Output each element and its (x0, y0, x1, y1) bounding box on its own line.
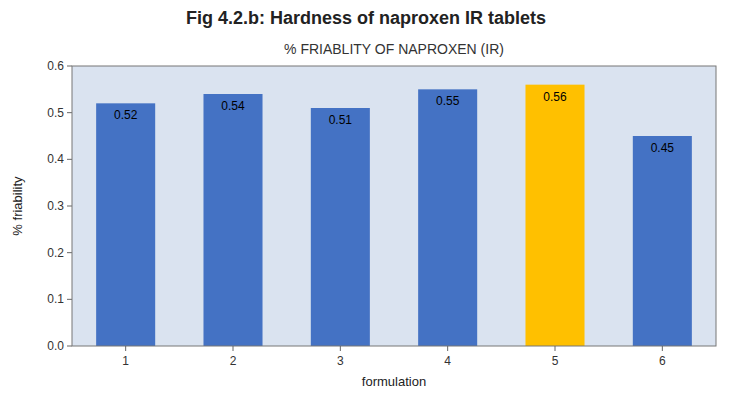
x-tick (125, 346, 126, 351)
x-tick (233, 346, 234, 351)
title: Fig 4.2.b: Hardness of naproxen IR table… (186, 8, 546, 28)
data-label: 0.52 (114, 108, 138, 122)
y-tick-label: 0.0 (47, 339, 64, 353)
data-label: 0.56 (543, 90, 567, 104)
x-tick-label: 6 (659, 354, 666, 368)
chart-container: Fig 4.2.b: Hardness of naproxen IR table… (0, 0, 732, 416)
y-tick-label: 0.4 (47, 152, 64, 166)
bar (311, 108, 370, 346)
x-tick-label: 3 (337, 354, 344, 368)
y-tick-label: 0.3 (47, 199, 64, 213)
y-tick (67, 206, 72, 207)
data-label: 0.51 (329, 113, 353, 127)
bars (96, 85, 692, 346)
chart: Fig 4.2.b: Hardness of naproxen IR table… (0, 0, 732, 416)
x-tick (447, 346, 448, 351)
y-tick-label: 0.1 (47, 292, 64, 306)
bar (203, 94, 262, 346)
bar (525, 85, 584, 346)
x-tick-label: 5 (552, 354, 559, 368)
x-tick (662, 346, 663, 351)
y-tick-label: 0.6 (47, 59, 64, 73)
x-axis-label: formulation (362, 374, 426, 389)
subtitle: % FRIABLITY OF NAPROXEN (IR) (284, 41, 504, 57)
y-tick (67, 252, 72, 253)
data-label: 0.54 (221, 99, 245, 113)
bar (418, 89, 477, 346)
y-tick (67, 159, 72, 160)
plot-background (72, 66, 716, 346)
y-tick (67, 299, 72, 300)
y-tick-label: 0.2 (47, 246, 64, 260)
x-tick (555, 346, 556, 351)
y-tick (67, 346, 72, 347)
data-label: 0.55 (436, 94, 460, 108)
x-tick-label: 4 (444, 354, 451, 368)
data-label: 0.45 (651, 141, 675, 155)
x-tick-label: 2 (230, 354, 237, 368)
x-tick-label: 1 (122, 354, 129, 368)
y-tick-label: 0.5 (47, 106, 64, 120)
y-tick (67, 66, 72, 67)
x-tick (340, 346, 341, 351)
bar (96, 103, 155, 346)
y-axis-label: % friability (10, 176, 25, 236)
plot-frame (72, 66, 716, 346)
bar (633, 136, 692, 346)
y-tick (67, 112, 72, 113)
